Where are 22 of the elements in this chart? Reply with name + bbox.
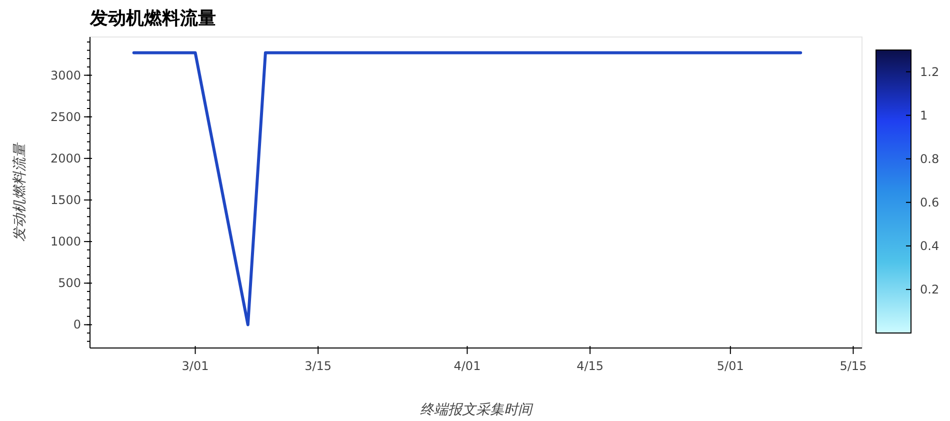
x-axis-title: 终端报文采集时间 <box>420 402 534 418</box>
y-tick-label: 1000 <box>50 234 81 249</box>
x-tick-label: 4/15 <box>576 359 604 373</box>
x-tick-label: 4/01 <box>454 359 481 373</box>
y-tick-label: 3000 <box>50 68 81 82</box>
x-tick-label: 5/15 <box>840 359 867 373</box>
x-tick-label: 5/01 <box>716 359 744 373</box>
x-tick-label: 3/15 <box>304 359 332 373</box>
color-bar-label: 1.2 <box>920 64 940 79</box>
color-bar-label: 0.4 <box>920 238 940 253</box>
chart-title: 发动机燃料流量 <box>89 8 216 29</box>
color-bar-label: 0.8 <box>920 152 940 166</box>
color-bar-label: 0.6 <box>920 195 940 210</box>
y-axis-title: 发动机燃料流量 <box>12 142 28 242</box>
x-tick-label: 3/01 <box>182 359 209 373</box>
y-tick-label: 0 <box>73 318 81 332</box>
y-tick-label: 2000 <box>50 151 81 166</box>
color-bar-label: 1 <box>920 108 928 122</box>
y-tick-label: 1500 <box>50 192 81 207</box>
color-bar-label: 0.2 <box>920 282 940 296</box>
y-tick-label: 2500 <box>50 110 81 124</box>
y-tick-label: 500 <box>58 276 81 290</box>
